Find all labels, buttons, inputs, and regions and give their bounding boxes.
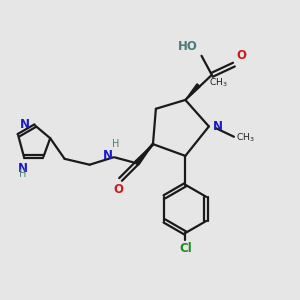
Text: HO: HO: [178, 40, 198, 53]
Text: H: H: [112, 139, 120, 149]
Text: CH$_3$: CH$_3$: [236, 132, 255, 145]
Text: N: N: [103, 149, 113, 162]
Text: H: H: [19, 169, 26, 179]
Polygon shape: [135, 144, 153, 165]
Text: N: N: [20, 118, 30, 131]
Text: N: N: [17, 162, 27, 175]
Text: Cl: Cl: [179, 242, 192, 256]
Polygon shape: [185, 84, 200, 100]
Text: N: N: [212, 120, 222, 133]
Text: O: O: [113, 183, 123, 196]
Text: CH$_3$: CH$_3$: [209, 76, 227, 88]
Text: O: O: [236, 49, 246, 62]
